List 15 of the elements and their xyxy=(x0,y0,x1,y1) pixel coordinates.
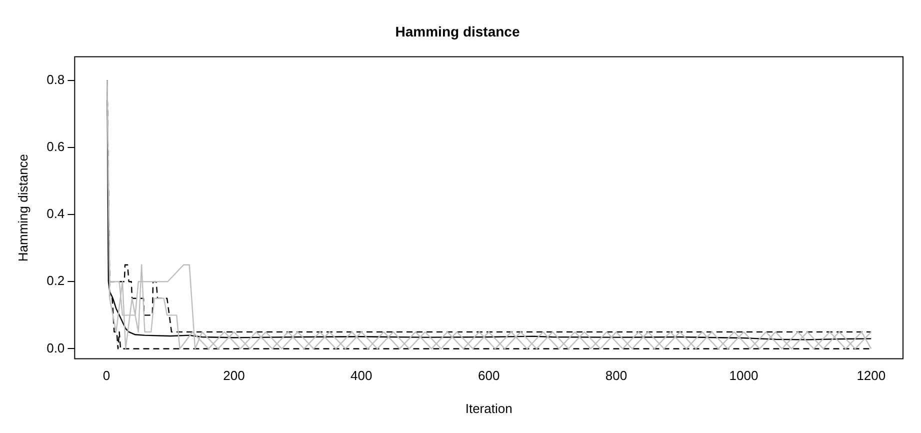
x-tick-label: 0 xyxy=(102,368,110,384)
x-tick-label: 1000 xyxy=(729,368,758,384)
y-axis-title: Hamming distance xyxy=(15,154,30,262)
x-tick-label: 600 xyxy=(478,368,500,384)
x-tick-label: 200 xyxy=(223,368,245,384)
y-tick-label: 0.8 xyxy=(46,72,65,87)
y-tick-label: 0.2 xyxy=(46,273,65,288)
y-tick-label: 0.0 xyxy=(46,340,65,356)
x-tick-label: 1200 xyxy=(856,368,886,384)
x-axis-title: Iteration xyxy=(465,400,512,416)
y-tick-label: 0.4 xyxy=(46,206,65,222)
chart-title: Hamming distance xyxy=(395,23,520,40)
x-tick-label: 400 xyxy=(350,368,372,384)
x-tick-label: 800 xyxy=(605,368,628,384)
y-tick-label: 0.6 xyxy=(46,138,65,154)
